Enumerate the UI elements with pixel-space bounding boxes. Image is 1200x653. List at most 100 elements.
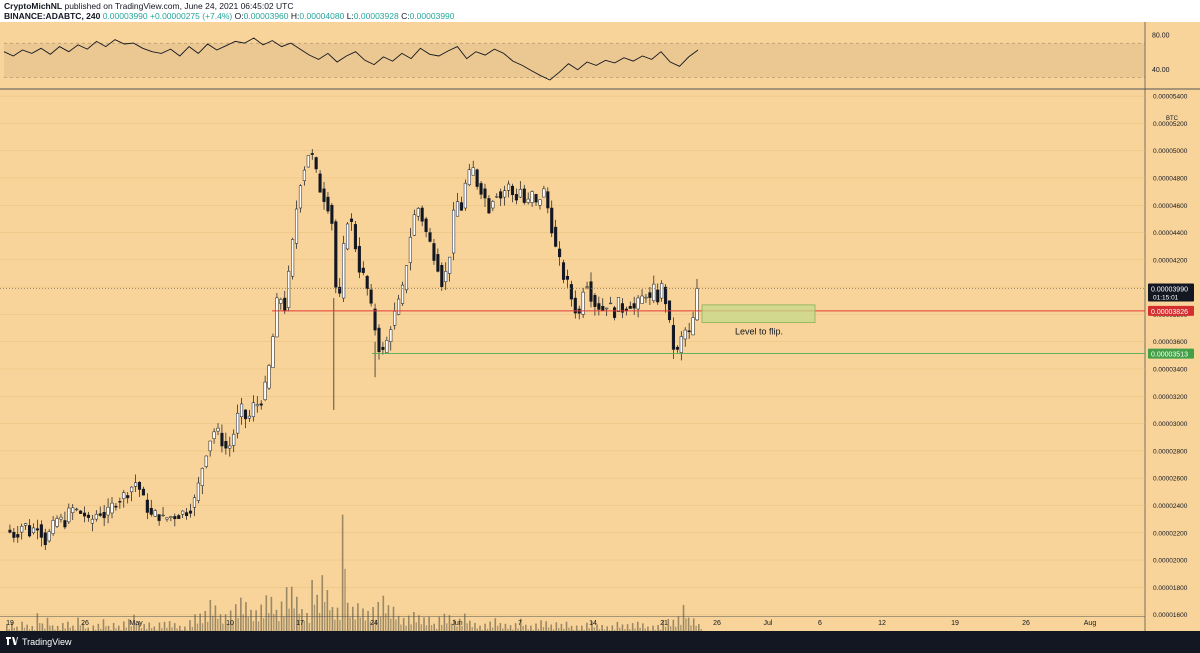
candle-body	[267, 365, 271, 389]
volume-bar	[270, 596, 273, 631]
volume-bar	[387, 605, 390, 631]
candle-body	[679, 336, 683, 353]
candle-body	[346, 223, 350, 250]
candle-body	[444, 271, 448, 282]
time-tick-label: 7	[518, 620, 522, 627]
author-name[interactable]: CryptoMichNL	[4, 1, 63, 11]
candle-body	[397, 298, 401, 315]
candle-body	[71, 507, 75, 513]
candle-body	[416, 208, 420, 217]
rsi-pane[interactable]: 80.00 40.00	[3, 33, 1170, 81]
volume-bar	[36, 613, 39, 631]
candle-body	[357, 245, 361, 273]
volume-bar	[669, 626, 672, 631]
time-axis[interactable]: 19 26 May 10 17 24 Jun 7 14 21 26 Jul 6 12 19 26 Aug	[0, 616, 1145, 628]
candle-body	[585, 286, 589, 288]
volume-bar	[451, 624, 453, 631]
volume-bar	[558, 628, 560, 631]
candle-body	[361, 267, 365, 273]
volume-bar	[680, 624, 682, 631]
volume-bar	[415, 622, 417, 631]
candle-body	[334, 221, 338, 288]
candle-body	[318, 173, 322, 193]
time-tick-label: 26	[1022, 620, 1030, 627]
candle-body	[149, 507, 153, 515]
candle-body	[130, 486, 134, 493]
candle-body	[110, 502, 114, 514]
candle-body	[106, 506, 110, 516]
candle-body	[137, 482, 142, 490]
candle-body	[420, 207, 424, 222]
volume-bar	[382, 595, 385, 631]
volume-bar	[374, 619, 377, 631]
candle-body	[412, 214, 416, 236]
volume-bar	[260, 604, 263, 631]
volume-bar	[28, 629, 31, 631]
volume-bar	[644, 628, 646, 631]
volume-bar	[140, 628, 143, 631]
candle-body	[188, 510, 193, 514]
candle-body	[275, 297, 279, 338]
volume-bar	[636, 621, 639, 631]
candle-body	[314, 157, 318, 170]
candle-body	[526, 198, 530, 203]
footer-bar: TradingView	[0, 631, 1200, 653]
volume-bar	[527, 629, 529, 631]
volume-bar	[313, 604, 316, 631]
candle-body	[291, 239, 295, 277]
volume-bar	[507, 628, 509, 631]
brand-name[interactable]: TradingView	[22, 637, 72, 647]
resistance-price-label: 0.00003826	[1151, 309, 1188, 316]
volume-bar	[59, 630, 61, 631]
volume-bar	[161, 628, 163, 631]
volume-bar	[84, 628, 87, 631]
candle-body	[695, 288, 699, 321]
volume-bar	[331, 607, 334, 631]
candle-body	[310, 153, 314, 155]
volume-bar	[95, 629, 97, 631]
candle-body	[365, 275, 369, 290]
volume-bar	[435, 628, 438, 631]
volume-bar	[306, 612, 308, 631]
chart-header: CryptoMichNL published on TradingView.co…	[0, 0, 1200, 22]
volume-bar	[502, 628, 504, 631]
candle-body	[122, 492, 126, 499]
price-chart[interactable]: 80.00 40.00 Level to flip. 0.00005400 0.00…	[0, 22, 1200, 631]
volume-bars	[6, 514, 702, 631]
volume-bar	[596, 624, 598, 631]
candle-body	[554, 226, 558, 247]
volume-bar	[522, 625, 524, 631]
volume-bar	[456, 626, 458, 631]
volume-bar	[336, 607, 339, 631]
volume-bar	[278, 621, 280, 631]
volume-bar	[158, 622, 161, 631]
volume-bar	[519, 618, 522, 631]
candle-body	[656, 289, 660, 303]
candle-body	[134, 482, 138, 487]
price-tick-label: 0.00002200	[1153, 530, 1188, 537]
volume-bar	[675, 626, 677, 631]
candle-body	[173, 516, 177, 520]
volume-bar	[593, 627, 596, 631]
candle-body	[251, 402, 255, 418]
volume-bar	[591, 621, 593, 631]
volume-bar	[486, 628, 489, 631]
flip-zone-rectangle[interactable]	[701, 304, 816, 324]
candle-body	[200, 468, 204, 486]
candle-body	[165, 517, 169, 520]
candle-body	[408, 236, 412, 263]
annotation-label[interactable]: Level to flip.	[735, 327, 783, 337]
candle-body	[687, 330, 691, 333]
tradingview-logo-icon[interactable]	[6, 637, 18, 647]
candle-body	[16, 534, 20, 538]
candle-body	[424, 218, 428, 232]
price-tick-label: 0.00004400	[1153, 230, 1188, 237]
volume-bar	[570, 625, 573, 631]
volume-bar	[133, 614, 135, 631]
price-tick-label: 0.00004600	[1153, 203, 1188, 210]
volume-bar	[639, 627, 641, 631]
volume-bar	[476, 628, 479, 631]
volume-bar	[619, 627, 621, 631]
candle-body	[589, 281, 593, 302]
volume-bar	[614, 629, 616, 631]
